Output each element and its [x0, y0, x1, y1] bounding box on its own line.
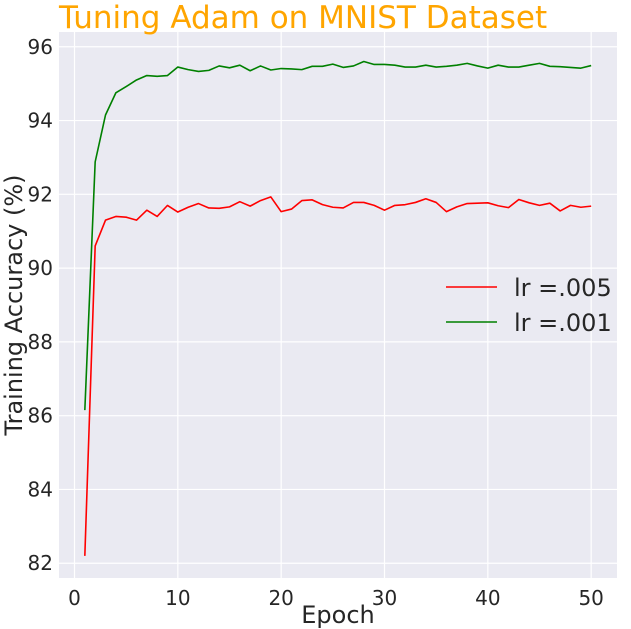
legend-label: lr =.001	[514, 309, 612, 337]
x-axis-label: Epoch	[301, 601, 375, 629]
x-tick-label: 0	[68, 586, 81, 610]
y-tick-label: 84	[28, 477, 53, 501]
y-tick-label: 86	[28, 404, 53, 428]
x-tick-label: 20	[268, 586, 293, 610]
y-tick-label: 92	[28, 182, 53, 206]
legend-label: lr =.005	[514, 274, 612, 302]
x-tick-label: 40	[475, 586, 500, 610]
y-tick-label: 94	[28, 109, 53, 133]
y-tick-labels: 82 84 86 88 90 92 94 96	[28, 35, 53, 575]
plot-area	[59, 32, 617, 578]
x-tick-label: 30	[372, 586, 397, 610]
series-line-1	[84, 196, 592, 556]
y-tick-label: 90	[28, 256, 53, 280]
y-tick-label: 88	[28, 330, 53, 354]
legend: lr =.005 lr =.001	[446, 274, 612, 337]
x-tick-labels: 0 10 20 30 40 50	[68, 586, 604, 610]
y-tick-label: 82	[28, 551, 53, 575]
x-tick-label: 50	[578, 586, 603, 610]
grid-lines	[59, 32, 617, 578]
x-tick-label: 10	[165, 586, 190, 610]
series-line-2	[84, 60, 592, 411]
y-tick-label: 96	[28, 35, 53, 59]
series-layer	[84, 60, 592, 556]
chart-title: Tuning Adam on MNIST Dataset	[58, 0, 547, 36]
y-axis-label: Training Accuracy (%)	[0, 174, 28, 436]
